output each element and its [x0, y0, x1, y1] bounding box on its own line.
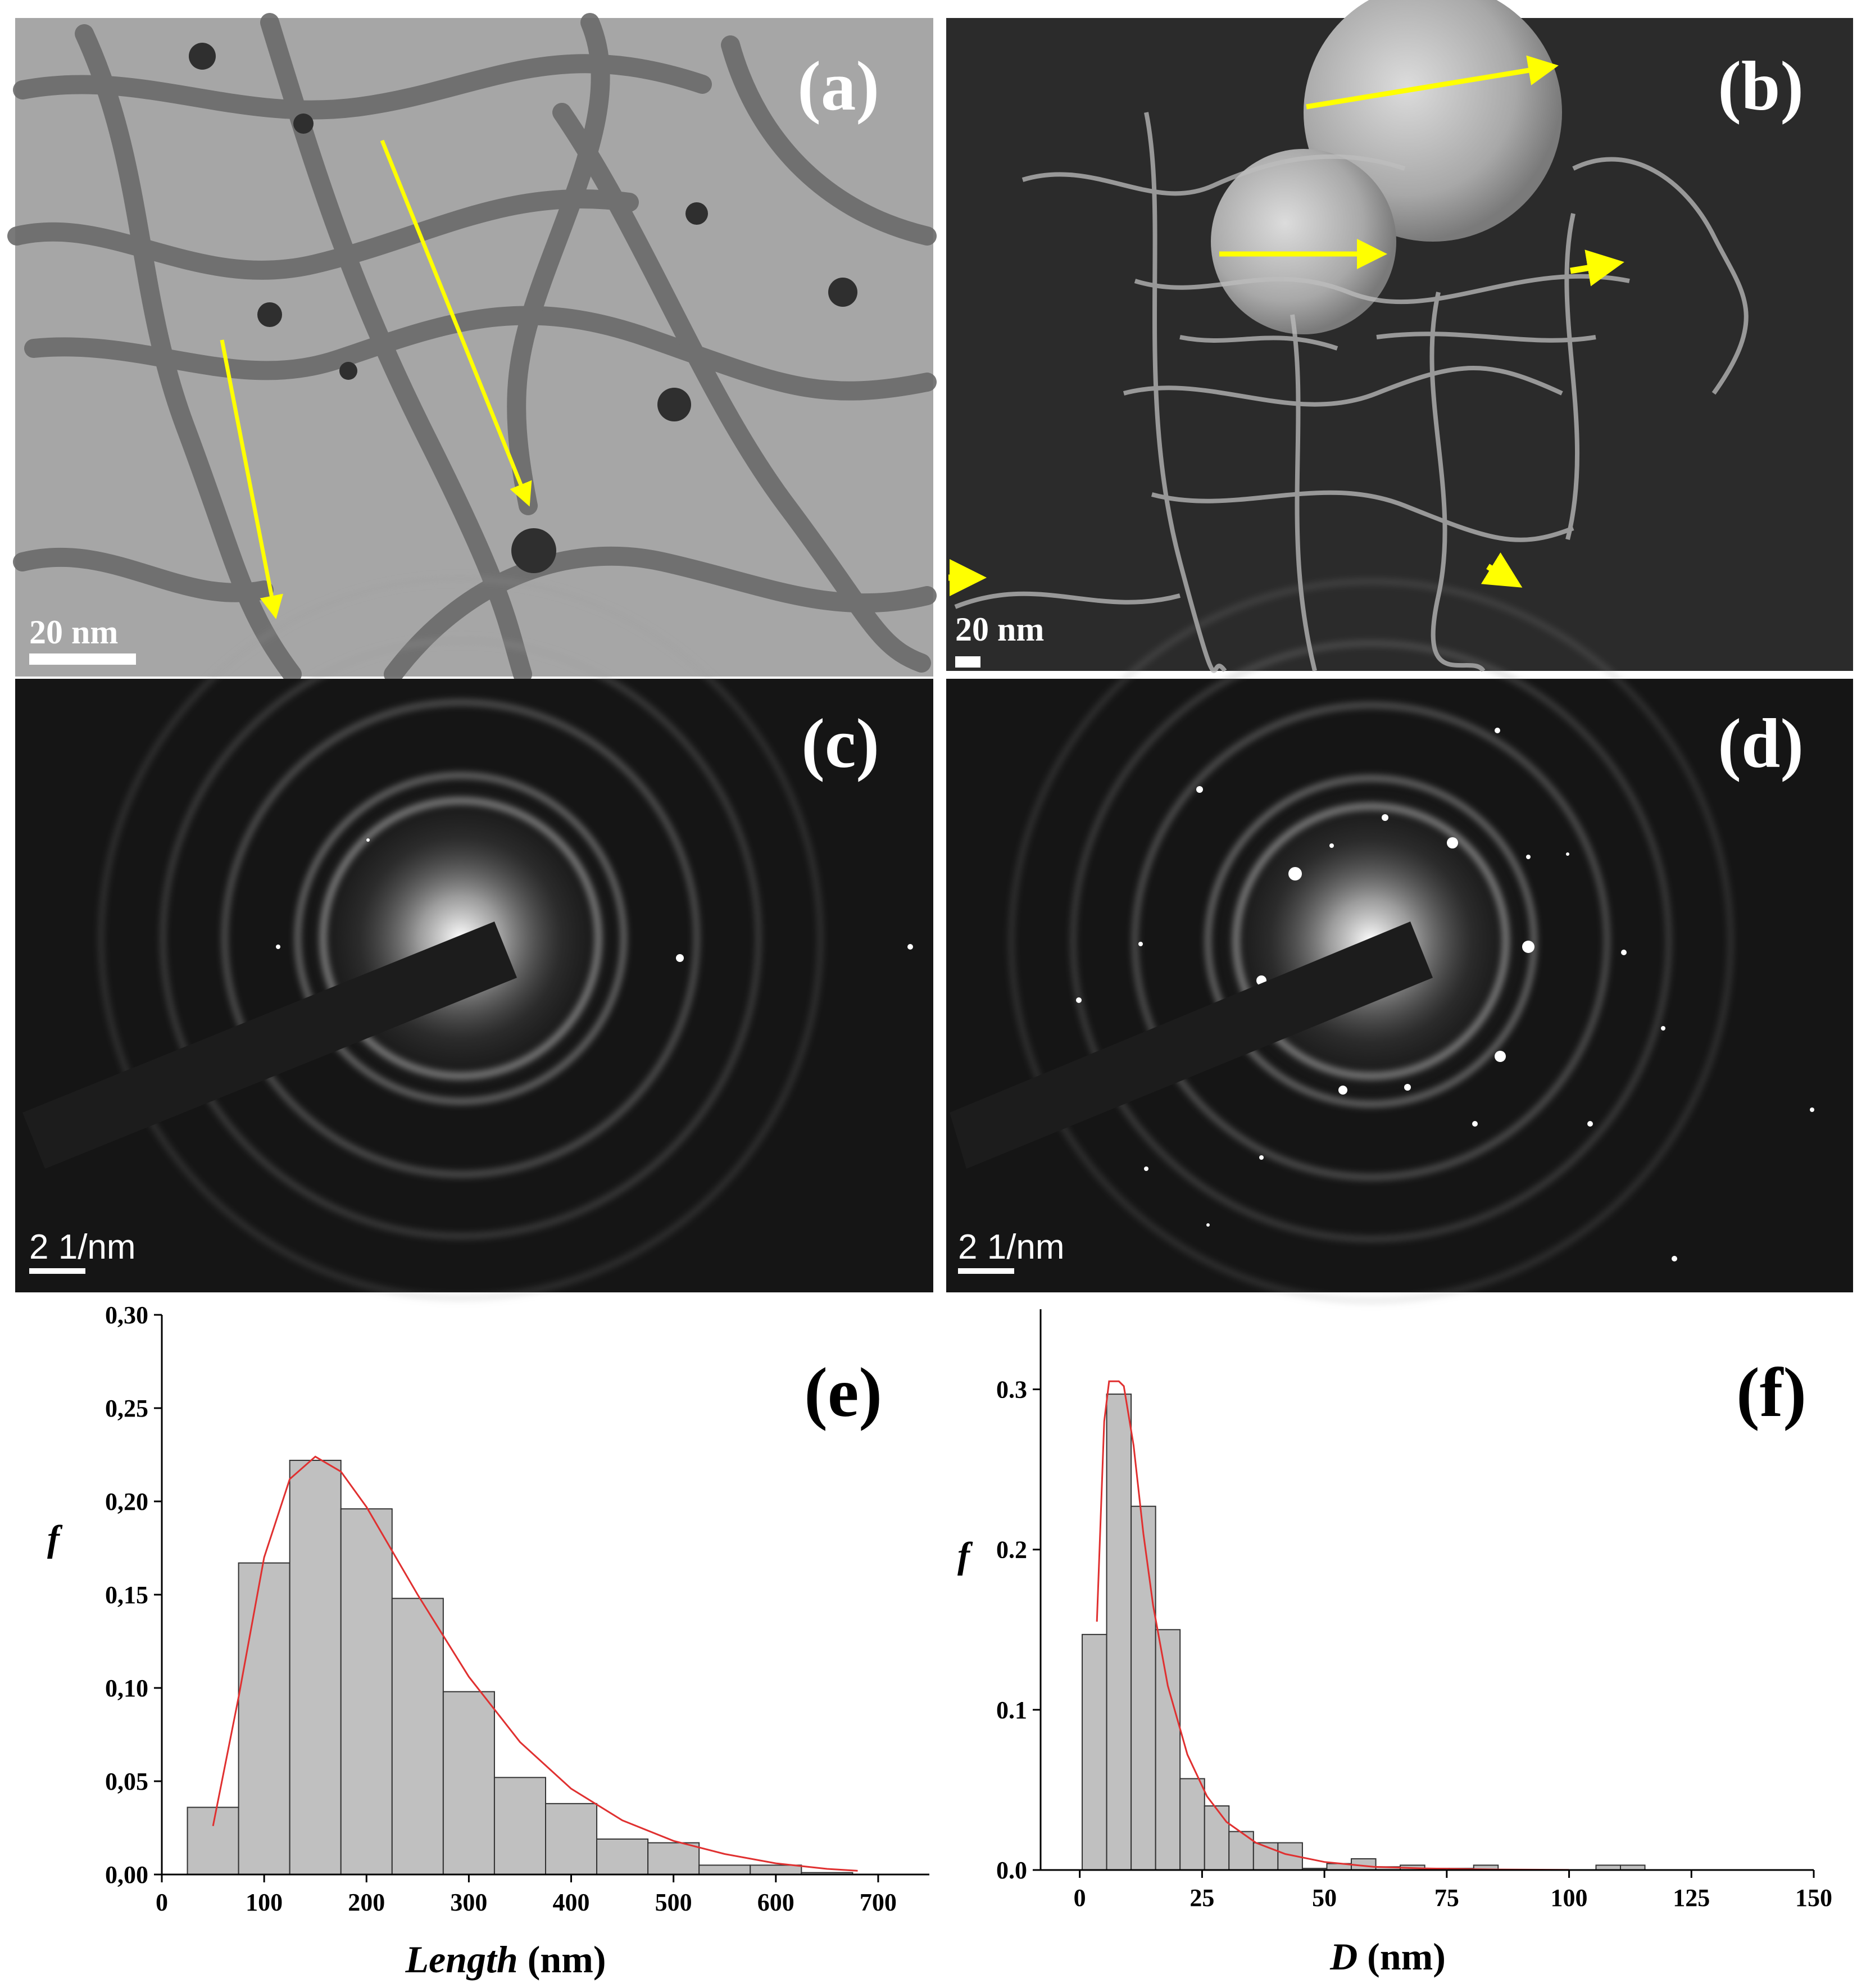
- x-tick-label: 125: [1673, 1884, 1710, 1912]
- chart-f-fit-curve: [1096, 1380, 1569, 1871]
- x-tick-label: 600: [757, 1889, 794, 1916]
- arrow: [380, 139, 532, 507]
- panel-f-label: (f): [1736, 1354, 1806, 1432]
- histogram-bar: [391, 1597, 444, 1875]
- histogram-bar: [545, 1803, 598, 1876]
- chart-e-xlabel: Length (nm): [405, 1938, 606, 1981]
- x-tick-label: 0: [156, 1889, 168, 1916]
- panel-a: (a) 20 nm: [7, 13, 937, 684]
- histogram-bar: [1228, 1831, 1254, 1871]
- beam-stop: [22, 922, 517, 1169]
- panel-d-rings: [1009, 579, 1733, 1304]
- panel-b-label: (b): [1718, 48, 1804, 125]
- histogram-bar: [493, 1777, 547, 1876]
- chart-f-x-ticks: 0 25 50 75 100 125 150: [1074, 1870, 1832, 1912]
- panel-e: 0,00 0,05 0,10 0,15 0,20 0,25 0,30 0 100 200 300 4…: [47, 1301, 929, 1981]
- panel-b-scalebar: [955, 656, 980, 668]
- x-tick-label: 400: [553, 1889, 590, 1916]
- y-tick-label: 0.2: [996, 1536, 1027, 1564]
- x-tick-label: 100: [1551, 1884, 1588, 1912]
- histogram-bar: [698, 1864, 751, 1875]
- histogram-bar: [1277, 1842, 1303, 1871]
- x-tick-label: 150: [1795, 1884, 1832, 1912]
- chart-f-y-ticks: 0.0 0.1 0.2 0.3: [996, 1376, 1041, 1884]
- panel-d: (d) 2 1/nm: [946, 579, 1853, 1304]
- panel-e-label: (e): [804, 1354, 882, 1432]
- histogram-bar: [1204, 1805, 1230, 1871]
- beam-stop: [950, 922, 1433, 1169]
- chart-e-bars: [187, 1459, 853, 1876]
- histogram-bar: [1179, 1778, 1205, 1871]
- arrow: [220, 339, 283, 619]
- y-tick-label: 0.0: [996, 1857, 1027, 1884]
- panel-c-scale-label: 2 1/nm: [29, 1228, 136, 1267]
- x-tick-label: 700: [860, 1889, 897, 1916]
- histogram-bar: [596, 1838, 649, 1875]
- panel-a-dark-spots: [189, 43, 857, 573]
- histogram-bar: [340, 1508, 393, 1875]
- chart-f-ylabel: f: [957, 1535, 973, 1576]
- y-tick-label: 0,15: [105, 1581, 148, 1609]
- arrow: [1306, 55, 1559, 110]
- panel-b-scale-label: 20 nm: [955, 611, 1044, 648]
- x-tick-label: 500: [655, 1889, 692, 1916]
- x-tick-label: 100: [246, 1889, 283, 1916]
- x-tick-label: 200: [348, 1889, 385, 1916]
- y-tick-label: 0,20: [105, 1488, 148, 1515]
- chart-e-xlabel-var: Length: [405, 1938, 517, 1981]
- panel-a-label: (a): [797, 48, 879, 125]
- panel-d-spots: [1076, 728, 1814, 1261]
- y-tick-label: 0,25: [105, 1395, 148, 1422]
- chart-f-xlabel-unit: (nm): [1357, 1935, 1446, 1978]
- histogram-bar: [1155, 1629, 1181, 1871]
- histogram-bar: [187, 1807, 239, 1875]
- x-tick-label: 300: [450, 1889, 487, 1916]
- histogram-bar: [647, 1842, 700, 1876]
- y-tick-label: 0,10: [105, 1674, 148, 1702]
- y-tick-label: 0,00: [105, 1861, 148, 1889]
- panel-a-scale-label: 20 nm: [29, 614, 118, 651]
- panel-b-sphere: [1211, 149, 1396, 334]
- panel-c: (c) 2 1/nm: [15, 576, 933, 1301]
- histogram-bar: [1082, 1633, 1107, 1871]
- chart-f-xlabel-var: D: [1329, 1935, 1357, 1978]
- histogram-bar: [750, 1864, 802, 1875]
- panel-a-nanofibers: [7, 13, 937, 684]
- panel-c-spots: [276, 838, 913, 962]
- chart-e-x-ticks: 0 100 200 300 400 500 600 700: [156, 1874, 897, 1916]
- x-tick-label: 50: [1312, 1884, 1337, 1912]
- panel-c-scalebar: [29, 1268, 85, 1274]
- histogram-bar: [442, 1691, 495, 1875]
- panel-d-scale-label: 2 1/nm: [958, 1228, 1065, 1267]
- chart-e-xlabel-unit: (nm): [518, 1938, 606, 1981]
- panel-c-rings: [98, 576, 823, 1301]
- histogram-bar: [1131, 1505, 1156, 1871]
- panel-c-label: (c): [801, 705, 879, 783]
- histogram-bar: [1106, 1394, 1132, 1871]
- y-tick-label: 0.1: [996, 1696, 1027, 1724]
- y-tick-label: 0.3: [996, 1376, 1027, 1404]
- chart-e-fit-curve: [212, 1455, 858, 1872]
- panel-d-scalebar: [958, 1268, 1014, 1274]
- chart-f-xlabel: D (nm): [1329, 1935, 1446, 1978]
- histogram-bar: [238, 1562, 290, 1876]
- arrow: [1570, 249, 1624, 287]
- x-tick-label: 25: [1189, 1884, 1214, 1912]
- x-tick-label: 0: [1074, 1884, 1086, 1912]
- histogram-bar: [289, 1459, 342, 1875]
- chart-f-bars: [1082, 1394, 1646, 1871]
- arrow: [1481, 552, 1523, 588]
- panel-b-nanofibers: [954, 112, 1749, 673]
- y-tick-label: 0,30: [105, 1301, 148, 1329]
- chart-e-ylabel: f: [47, 1518, 63, 1559]
- x-tick-label: 75: [1434, 1884, 1459, 1912]
- panel-b: (b) 20 nm: [946, 0, 1853, 673]
- panel-f: 0.0 0.1 0.2 0.3 0 25 50 75 100 125 150 f D (nm) (…: [957, 1309, 1832, 1978]
- panel-a-scalebar: [29, 653, 136, 665]
- chart-e-y-ticks: 0,00 0,05 0,10 0,15 0,20 0,25 0,30: [105, 1301, 162, 1889]
- panel-d-label: (d): [1718, 705, 1804, 783]
- y-tick-label: 0,05: [105, 1768, 148, 1795]
